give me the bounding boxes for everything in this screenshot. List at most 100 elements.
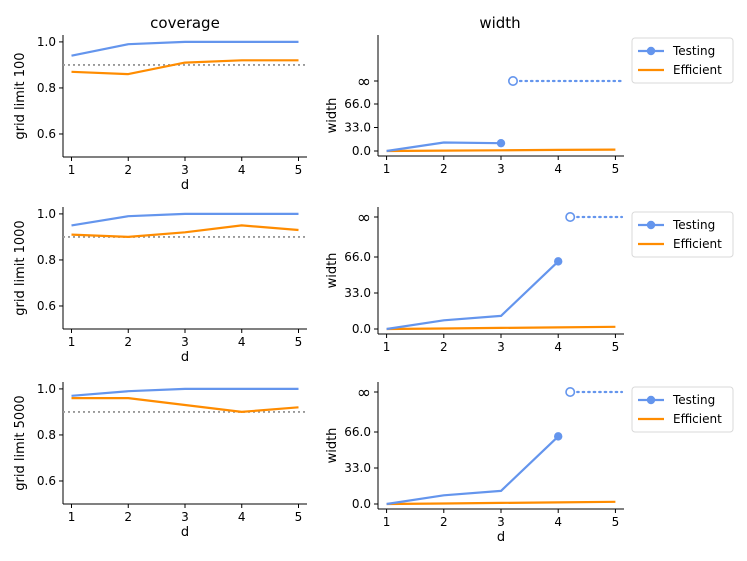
coverage-row2-xtick-label: 3 (181, 510, 189, 524)
width-row0-xtick-label: 4 (554, 162, 562, 176)
coverage-row0-ytick-label: 0.6 (37, 127, 56, 141)
width-row1-ytick-label: 66.0 (344, 250, 371, 264)
width-row1-ytick-label: 33.0 (344, 286, 371, 300)
coverage-row2-ytick-label: 0.8 (37, 428, 56, 442)
coverage-row1-xlabel: d (181, 350, 189, 365)
width-row0-legend-frame (631, 37, 734, 84)
panel-coverage-row2: 0.6 0.8 1.0 1 2 3 4 5 d grid limit 5000 (13, 382, 307, 540)
coverage-row1-xtick-label: 1 (68, 335, 76, 349)
width-row2-legend-testing-marker (646, 395, 656, 405)
width-row2-ytick-label: 33.0 (344, 461, 371, 475)
coverage-row2-ylabel: grid limit 5000 (13, 395, 28, 490)
width-row1-series-testing (386, 260, 559, 331)
width-row0-legend: Testing Efficient (631, 37, 734, 84)
width-row0-ylabel: width (325, 98, 340, 134)
width-row2-testing-infinite-marker (565, 386, 576, 397)
width-row2-legend-testing-label: Testing (672, 393, 715, 407)
width-row2-legend: Testing Efficient (631, 386, 734, 433)
panels: 0.6 0.8 1.0 1 2 3 4 5 d grid limit 100 0.0 33.0 66.0… (13, 35, 734, 545)
coverage-row2-ytick-label: 0.6 (37, 474, 56, 488)
coverage-row0-series-efficient (71, 59, 299, 76)
coverage-row1-series-testing (71, 212, 299, 227)
coverage-row2-xtick-label: 5 (295, 510, 303, 524)
col-title-width: width (479, 14, 520, 32)
width-row1-ytick-label: 0.0 (352, 322, 371, 336)
coverage-row1-ytick-label: 0.6 (37, 299, 56, 313)
width-row2-legend-efficient-label: Efficient (673, 412, 722, 426)
coverage-row0-xtick-label: 4 (238, 163, 246, 177)
coverage-row2-xtick-label: 4 (238, 510, 246, 524)
width-row1-testing-infinite-marker (565, 212, 576, 223)
width-row0-ytick-label: ∞ (357, 72, 371, 92)
width-row0-ytick-label: 66.0 (344, 97, 371, 111)
coverage-row2-ytick-label: 1.0 (37, 382, 56, 396)
width-row2-ytick-label: 66.0 (344, 425, 371, 439)
panel-width-row0: 0.0 33.0 66.0 ∞ 1 2 3 4 5 width Testing Efficient (325, 35, 734, 176)
coverage-row1-ytick-label: 0.8 (37, 253, 56, 267)
width-row1-testing-last-point (554, 257, 563, 266)
coverage-row0-xlabel: d (181, 178, 189, 193)
coverage-row2-xlabel: d (181, 525, 189, 540)
width-row1-legend-efficient-label: Efficient (673, 237, 722, 251)
width-row0-legend-efficient-label: Efficient (673, 63, 722, 77)
panel-coverage-row0: 0.6 0.8 1.0 1 2 3 4 5 d grid limit 100 (13, 35, 307, 193)
width-row1-legend: Testing Efficient (631, 211, 734, 258)
width-row0-ytick-label: 0.0 (352, 144, 371, 158)
coverage-row2-series-testing (71, 387, 299, 397)
width-row1-ytick-label: ∞ (357, 208, 371, 228)
coverage-row0-xtick-label: 5 (295, 163, 303, 177)
coverage-row1-xtick-label: 4 (238, 335, 246, 349)
coverage-row1-ylabel: grid limit 1000 (13, 220, 28, 315)
width-row0-testing-last-point (496, 138, 506, 148)
width-row0-series-efficient (386, 148, 616, 153)
width-row2-ylabel: width (325, 428, 340, 464)
width-row2-xlabel: d (497, 530, 505, 545)
width-row1-ylabel: width (325, 253, 340, 289)
coverage-row0-ylabel: grid limit 100 (13, 52, 28, 139)
width-row1-xtick-label: 5 (612, 340, 620, 354)
width-row0-ytick-label: 33.0 (344, 121, 371, 135)
panel-coverage-row1: 0.6 0.8 1.0 1 2 3 4 5 d grid limit 1000 (13, 207, 307, 365)
coverage-row1-ytick-label: 1.0 (37, 207, 56, 221)
width-row2-xtick-label: 3 (497, 515, 505, 529)
width-row2-series-testing (386, 435, 559, 506)
width-row1-legend-testing-label: Testing (672, 218, 715, 232)
width-row1-xtick-label: 2 (440, 340, 448, 354)
panel-width-row2: 0.0 33.0 66.0 ∞ 1 2 3 4 5 d width Testing Efficient (325, 382, 734, 545)
width-row1-legend-frame (631, 211, 734, 258)
coverage-row0-ytick-label: 0.8 (37, 81, 56, 95)
coverage-row0-ytick-label: 1.0 (37, 35, 56, 49)
width-row1-xtick-label: 1 (383, 340, 391, 354)
width-row2-series-efficient (386, 500, 616, 506)
width-row1-xtick-label: 4 (554, 340, 562, 354)
width-row0-xtick-label: 2 (440, 162, 448, 176)
width-row1-xtick-label: 3 (497, 340, 505, 354)
width-row1-series-efficient (386, 325, 616, 331)
coverage-row2-xtick-label: 1 (68, 510, 76, 524)
coverage-row0-xtick-label: 3 (181, 163, 189, 177)
panel-width-row1: 0.0 33.0 66.0 ∞ 1 2 3 4 5 width Testing Efficient (325, 207, 734, 354)
width-row2-ytick-label: ∞ (357, 383, 371, 403)
width-row0-series-testing (386, 141, 502, 153)
width-row2-xtick-label: 1 (383, 515, 391, 529)
width-row2-testing-last-point (554, 432, 563, 441)
coverage-row0-xtick-label: 2 (124, 163, 132, 177)
coverage-row2-series-efficient (71, 397, 299, 413)
col-title-coverage: coverage (150, 14, 220, 32)
width-row1-legend-testing-marker (646, 220, 656, 230)
coverage-row2-xtick-label: 2 (124, 510, 132, 524)
coverage-row0-xtick-label: 1 (68, 163, 76, 177)
coverage-row1-xtick-label: 3 (181, 335, 189, 349)
width-row0-xtick-label: 3 (497, 162, 505, 176)
width-row0-xtick-label: 1 (383, 162, 391, 176)
coverage-row1-xtick-label: 5 (295, 335, 303, 349)
width-row2-legend-frame (631, 386, 734, 433)
coverage-row1-xtick-label: 2 (124, 335, 132, 349)
width-row0-legend-testing-marker (646, 46, 656, 56)
width-row2-xtick-label: 2 (440, 515, 448, 529)
width-row2-ytick-label: 0.0 (352, 497, 371, 511)
coverage-row0-series-testing (71, 40, 299, 57)
width-row0-legend-testing-label: Testing (672, 44, 715, 58)
width-row0-testing-infinite-marker (507, 76, 518, 87)
